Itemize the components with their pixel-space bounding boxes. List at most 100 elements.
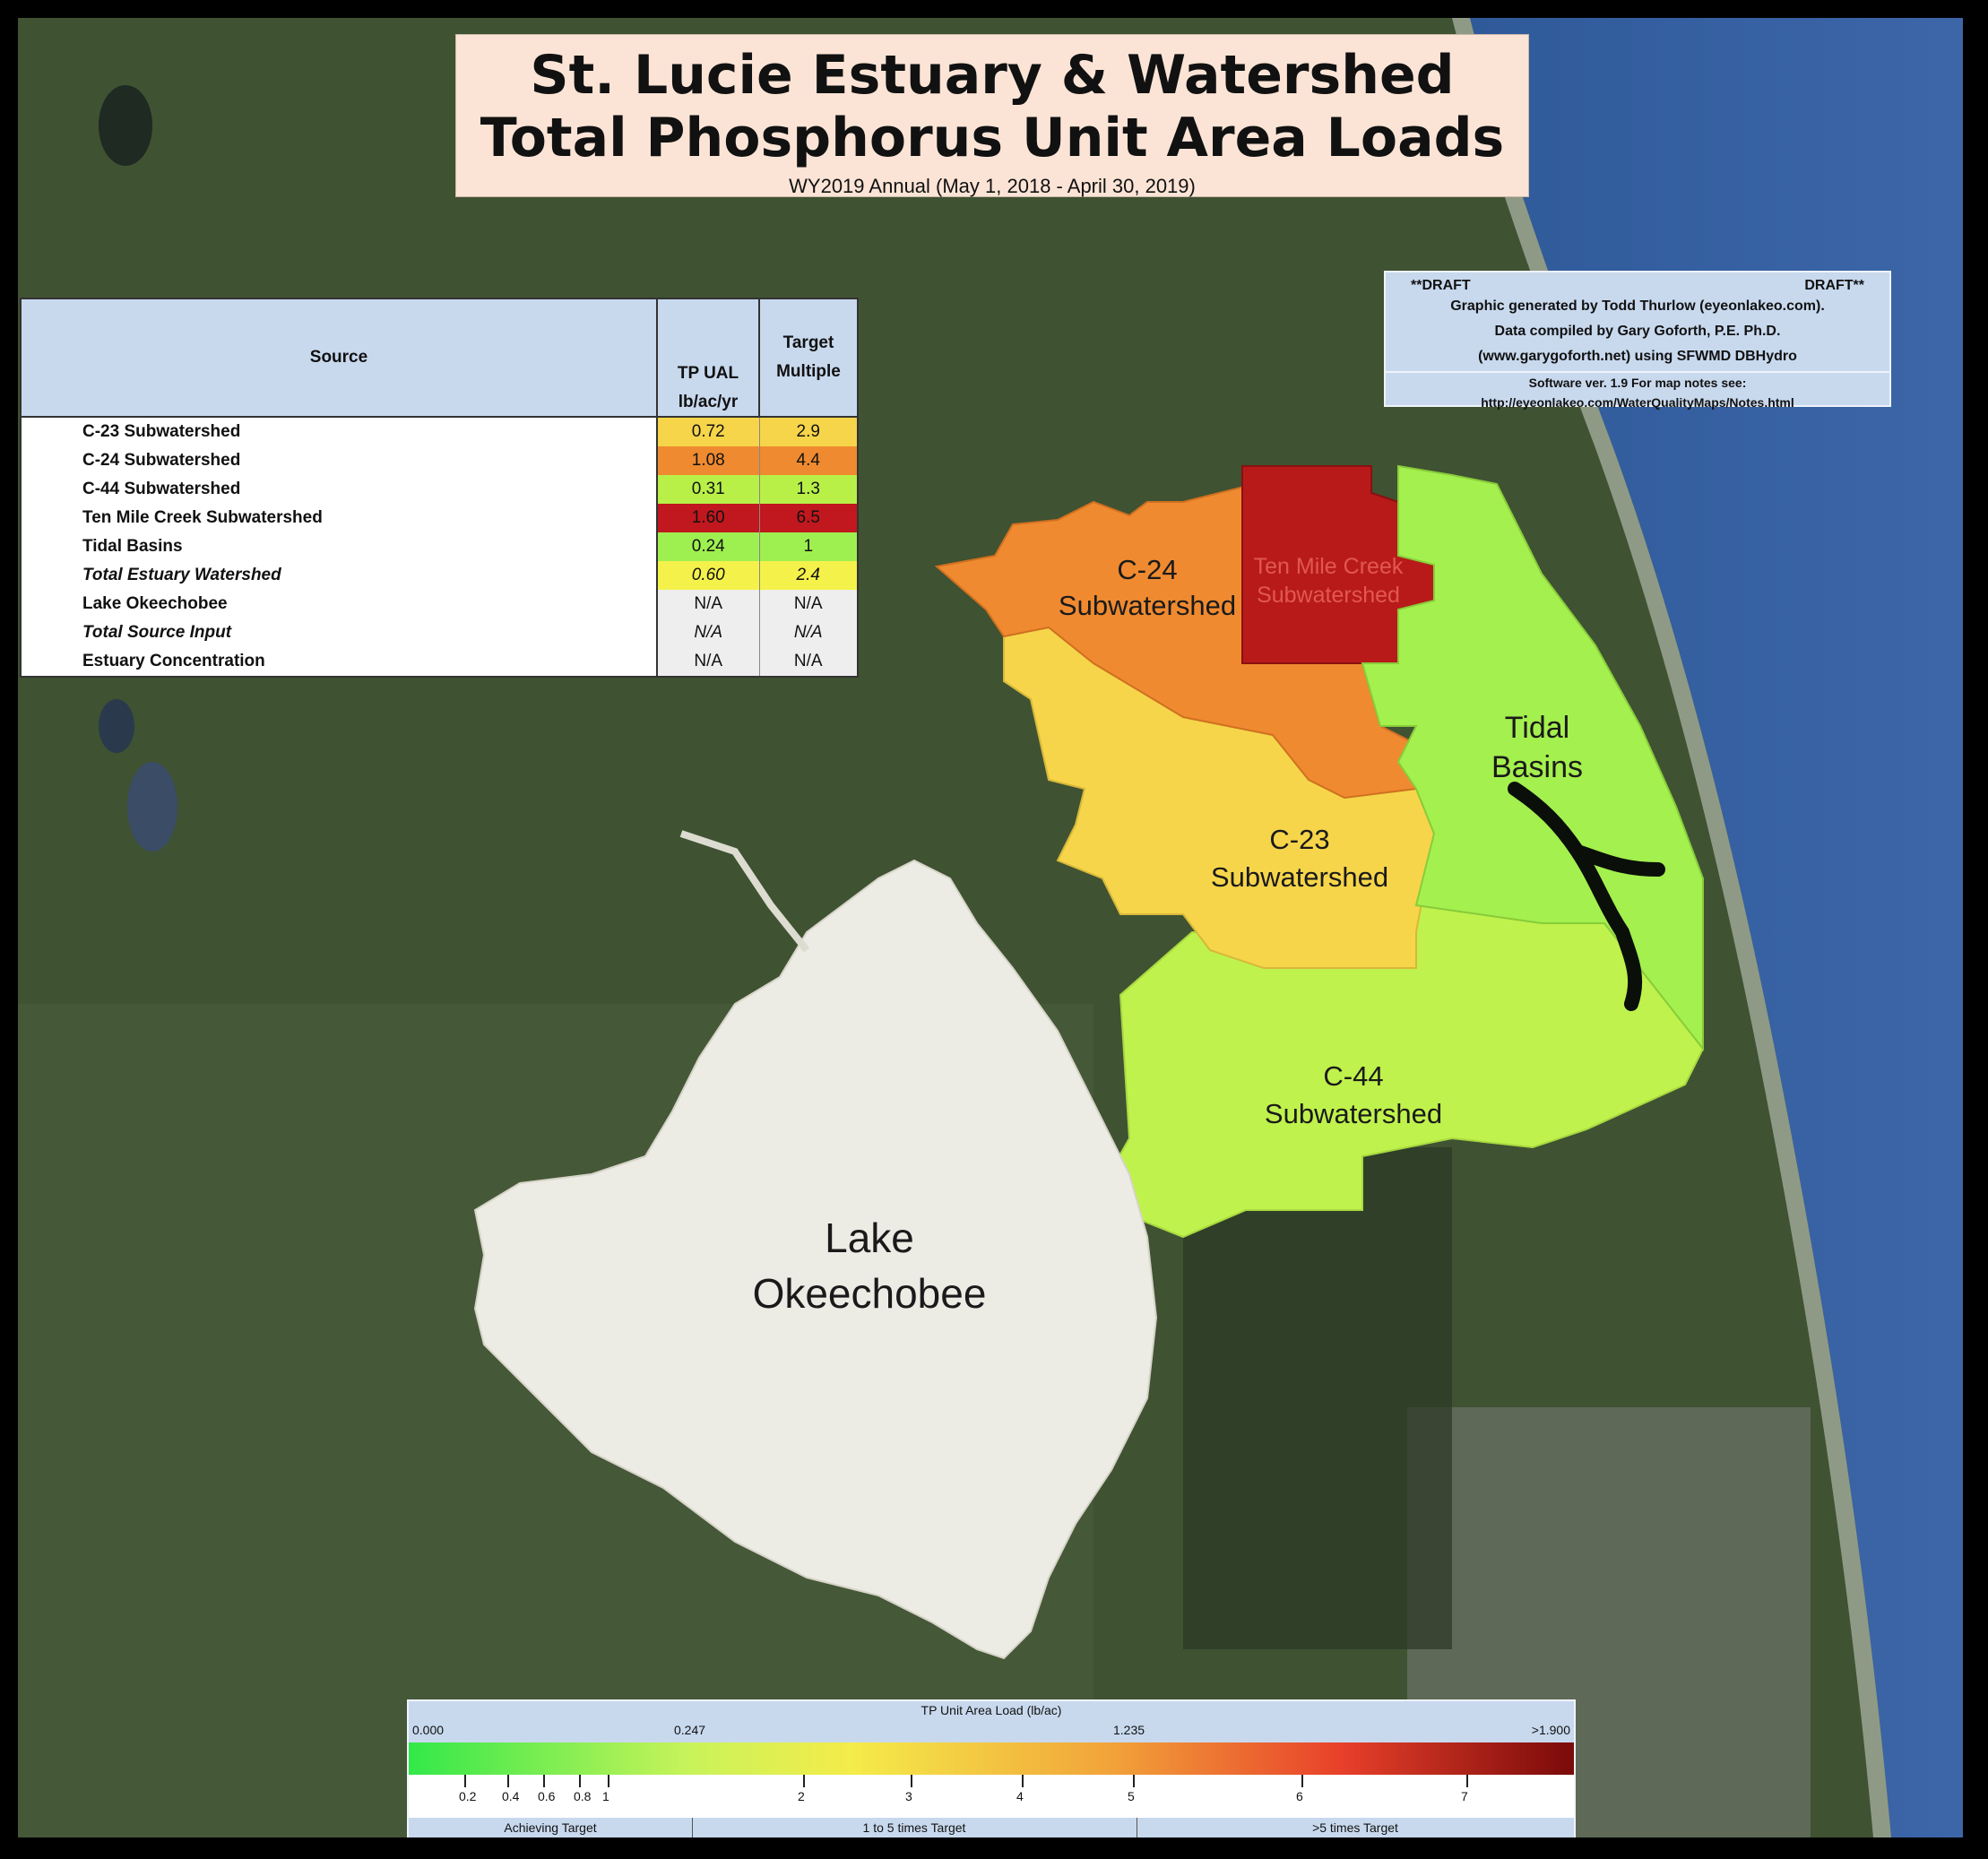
legend-ticks: 0.2 0.4 0.6 0.8 1 2 3 4 5 6 7 xyxy=(409,1775,1574,1818)
legend-tick-mark xyxy=(608,1775,609,1787)
legend-tick-mark xyxy=(543,1775,545,1787)
small-lake xyxy=(99,85,152,166)
table-row: C-23 Subwatershed 0.72 2.9 xyxy=(20,417,859,446)
st-lucie-river xyxy=(1508,782,1665,1011)
row-source: C-44 Subwatershed xyxy=(20,475,657,504)
header-tp-ual: TP UAL lb/ac/yr xyxy=(656,298,760,418)
row-source: Ten Mile Creek Subwatershed xyxy=(20,504,657,532)
source-table: Source TP UAL lb/ac/yr Target Multiple C… xyxy=(20,298,859,678)
row-target-multiple: N/A xyxy=(758,590,859,618)
table-row: Tidal Basins 0.24 1 xyxy=(20,532,859,561)
legend-tick-label: 0.8 xyxy=(574,1789,592,1803)
table-row: Ten Mile Creek Subwatershed 1.60 6.5 xyxy=(20,504,859,532)
map-frame: St. Lucie Estuary & Watershed Total Phos… xyxy=(18,18,1963,1837)
tidal-basins-area[interactable] xyxy=(1361,464,1704,1051)
row-tp-ual: N/A xyxy=(656,647,759,678)
credit-line-3: (www.garygoforth.net) using SFWMD DBHydr… xyxy=(1478,349,1797,364)
category-1-to-5: 1 to 5 times Target xyxy=(692,1818,1137,1837)
row-target-multiple: 1.3 xyxy=(758,475,859,504)
table-row: Lake Okeechobee N/A N/A xyxy=(20,590,859,618)
draft-left-label: **DRAFT xyxy=(1411,278,1471,293)
legend-tick-label: 0.6 xyxy=(538,1789,556,1803)
c24-label: C-24 Subwatershed xyxy=(1058,554,1237,621)
credit-line-1: Graphic generated by Todd Thurlow (eyeon… xyxy=(1450,298,1825,314)
scale-label-3: >1.900 xyxy=(1531,1723,1570,1737)
row-tp-ual: 0.31 xyxy=(656,475,759,504)
category-achieving: Achieving Target xyxy=(409,1818,693,1837)
legend-title: TP Unit Area Load (lb/ac) xyxy=(921,1703,1062,1717)
row-target-multiple: N/A xyxy=(758,647,859,678)
title-line-2: Total Phosphorus Unit Area Loads xyxy=(480,107,1505,169)
row-tp-ual: N/A xyxy=(656,618,759,647)
credit-line-4: Software ver. 1.9 For map notes see: xyxy=(1528,376,1747,390)
scale-label-1: 0.247 xyxy=(674,1723,706,1737)
row-target-multiple: 6.5 xyxy=(758,504,859,532)
legend-tick-mark xyxy=(1022,1775,1024,1787)
small-lake xyxy=(99,699,134,753)
row-tp-ual: N/A xyxy=(656,590,759,618)
credit-line-5: http://eyeonlakeo.com/WaterQualityMaps/N… xyxy=(1481,395,1794,410)
row-source: Lake Okeechobee xyxy=(20,590,657,618)
atlantic-ocean xyxy=(1470,18,1963,1837)
legend-tick-label: 7 xyxy=(1461,1789,1468,1803)
row-tp-ual: 0.72 xyxy=(656,417,759,446)
forest-area xyxy=(1183,1147,1452,1649)
table-row: Total Estuary Watershed 0.60 2.4 xyxy=(20,561,859,590)
row-tp-ual: 0.60 xyxy=(656,561,759,590)
title-box: St. Lucie Estuary & Watershed Total Phos… xyxy=(455,34,1529,197)
legend-color-ramp xyxy=(409,1742,1574,1775)
legend-tick-label: 5 xyxy=(1128,1789,1135,1803)
row-target-multiple: N/A xyxy=(758,618,859,647)
legend-tick-label: 0.4 xyxy=(502,1789,520,1803)
legend-tick-mark xyxy=(803,1775,805,1787)
header-source: Source xyxy=(20,298,658,418)
row-target-multiple: 2.4 xyxy=(758,561,859,590)
table-row: Estuary Concentration N/A N/A xyxy=(20,647,859,678)
row-tp-ual: 1.08 xyxy=(656,446,759,475)
legend-tick-label: 4 xyxy=(1016,1789,1024,1803)
c23-label: C-23 Subwatershed xyxy=(1210,824,1389,893)
legend-tick-mark xyxy=(1301,1775,1303,1787)
legend-tick-mark xyxy=(507,1775,509,1787)
legend-tick-label: 1 xyxy=(602,1789,609,1803)
row-tp-ual: 1.60 xyxy=(656,504,759,532)
credit-line-2: Data compiled by Gary Goforth, P.E. Ph.D… xyxy=(1494,324,1781,339)
category-over-5: >5 times Target xyxy=(1312,1820,1398,1835)
row-target-multiple: 1 xyxy=(758,532,859,561)
row-source: Tidal Basins xyxy=(20,532,657,561)
legend-tick-label: 3 xyxy=(905,1789,912,1803)
draft-right-label: DRAFT** xyxy=(1804,278,1864,293)
legend-tick-label: 2 xyxy=(798,1789,805,1803)
row-tp-ual: 0.24 xyxy=(656,532,759,561)
lake-okeechobee-area[interactable] xyxy=(473,859,1158,1660)
ten-mile-creek-label: Ten Mile Creek Subwatershed xyxy=(1253,554,1404,608)
subtitle: WY2019 Annual (May 1, 2018 - April 30, 2… xyxy=(789,175,1196,197)
scale-label-0: 0.000 xyxy=(412,1723,445,1737)
table-row: C-24 Subwatershed 1.08 4.4 xyxy=(20,446,859,475)
table-row: Total Source Input N/A N/A xyxy=(20,618,859,647)
c44-label: C-44 Subwatershed xyxy=(1264,1060,1443,1129)
legend-tick-mark xyxy=(911,1775,912,1787)
legend-tick-mark xyxy=(1466,1775,1468,1787)
row-target-multiple: 2.9 xyxy=(758,417,859,446)
header-target-multiple: Target Multiple xyxy=(758,298,859,418)
tidal-basins-label: Tidal Basins xyxy=(1491,711,1584,784)
row-source: Total Estuary Watershed xyxy=(20,561,657,590)
small-lake xyxy=(127,762,177,852)
row-source: Estuary Concentration xyxy=(20,647,657,678)
table-row: C-44 Subwatershed 0.31 1.3 xyxy=(20,475,859,504)
legend-tick-label: 0.2 xyxy=(459,1789,477,1803)
title-line-1: St. Lucie Estuary & Watershed xyxy=(530,44,1455,107)
lake-okeechobee-label: Lake Okeechobee xyxy=(752,1215,987,1317)
legend-tick-mark xyxy=(579,1775,581,1787)
scale-label-2: 1.235 xyxy=(1113,1723,1145,1737)
legend-tick-label: 6 xyxy=(1296,1789,1303,1803)
row-source: C-24 Subwatershed xyxy=(20,446,657,475)
row-target-multiple: 4.4 xyxy=(758,446,859,475)
legend-tick-mark xyxy=(464,1775,466,1787)
row-source: Total Source Input xyxy=(20,618,657,647)
okeechobee-waterway xyxy=(679,830,810,953)
row-source: C-23 Subwatershed xyxy=(20,417,657,446)
legend-tick-mark xyxy=(1133,1775,1135,1787)
credits-box: **DRAFT DRAFT** Graphic generated by Tod… xyxy=(1384,271,1891,410)
